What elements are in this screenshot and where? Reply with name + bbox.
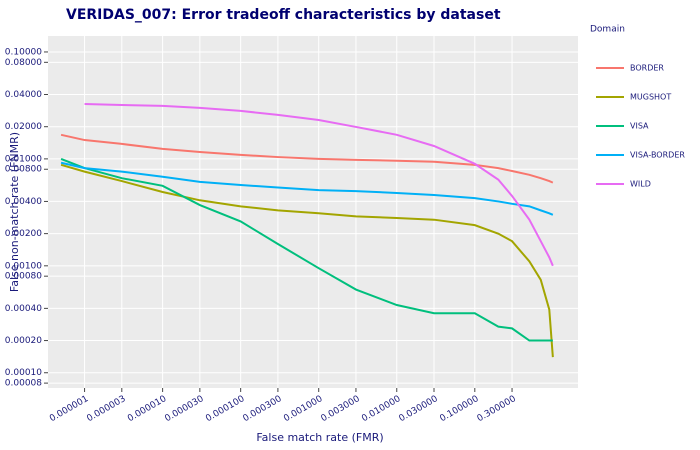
legend-label: VISA-BORDER	[630, 151, 685, 160]
y-tick-label: 0.00800	[5, 165, 42, 175]
x-tick-label: 0.100000	[438, 394, 480, 424]
x-tick-label: 0.003000	[319, 394, 361, 424]
legend-label: BORDER	[630, 64, 664, 73]
x-tick-label: 0.001000	[282, 394, 324, 424]
x-tick-label: 0.010000	[360, 394, 402, 424]
series-line	[84, 103, 554, 267]
y-tick-label: 0.01000	[5, 154, 42, 164]
y-tick-label: 0.00008	[5, 379, 42, 389]
legend-label: WILD	[630, 180, 651, 189]
series-line	[60, 161, 554, 216]
x-tick-label: 0.000100	[204, 394, 246, 424]
series-line	[60, 163, 554, 358]
legend-title: Domain	[590, 25, 625, 35]
legend-label: MUGSHOT	[630, 93, 671, 102]
x-tick-label: 0.000300	[241, 394, 283, 424]
x-tick-label: 0.000001	[48, 394, 90, 424]
y-tick-label: 0.00020	[5, 336, 42, 346]
y-tick-label: 0.00010	[5, 368, 42, 378]
x-tick-label: 0.030000	[398, 394, 440, 424]
x-tick-label: 0.000003	[85, 394, 127, 424]
legend-label: VISA	[630, 122, 649, 131]
y-axis-label: False non-match rate (FNMR)	[8, 132, 21, 292]
x-tick-label: 0.000030	[163, 394, 205, 424]
y-tick-label: 0.02000	[5, 122, 42, 132]
y-tick-label: 0.04000	[5, 90, 42, 100]
y-tick-label: 0.00100	[5, 261, 42, 271]
y-tick-label: 0.00040	[5, 304, 42, 314]
y-tick-label: 0.00200	[5, 229, 42, 239]
y-tick-label: 0.00400	[5, 197, 42, 207]
x-axis-label: False match rate (FMR)	[256, 431, 383, 444]
series-line	[60, 157, 553, 342]
x-tick-label: 0.000010	[126, 394, 168, 424]
y-tick-label: 0.00080	[5, 272, 42, 282]
series-line	[60, 133, 554, 184]
y-tick-label: 0.08000	[5, 58, 42, 68]
y-tick-label: 0.10000	[5, 47, 42, 57]
x-tick-label: 0.300000	[476, 394, 518, 424]
chart-title: VERIDAS_007: Error tradeoff characterist…	[66, 7, 501, 23]
